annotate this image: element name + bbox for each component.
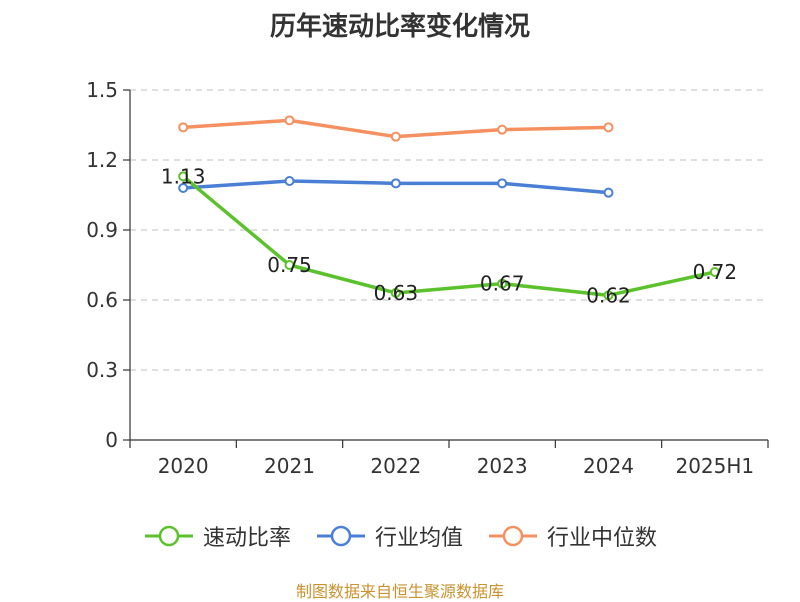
y-tick-label: 0.3 (86, 358, 118, 382)
data-label: 0.72 (693, 260, 738, 284)
data-point (178, 122, 189, 133)
data-point (497, 278, 508, 289)
y-tick-label: 1.2 (86, 148, 118, 172)
data-point (390, 178, 401, 189)
data-point (284, 115, 295, 126)
legend: 速动比率 行业均值 行业中位数 (0, 520, 800, 552)
y-tick-label: 1.5 (86, 78, 118, 102)
x-tick-label: 2022 (370, 454, 421, 478)
data-point (709, 267, 720, 277)
legend-marker-icon (489, 525, 537, 547)
data-label: 1.13 (161, 164, 206, 188)
legend-item[interactable]: 速动比率 (143, 520, 291, 552)
x-tick-label: 2023 (477, 454, 528, 478)
x-tick-label: 2021 (264, 454, 315, 478)
x-tick-label: 2025H1 (675, 454, 754, 478)
data-point (603, 122, 614, 133)
data-point (390, 288, 401, 298)
legend-item[interactable]: 行业中位数 (487, 520, 657, 552)
data-label: 0.62 (586, 283, 631, 307)
data-point (603, 290, 614, 301)
series-line (182, 174, 716, 298)
chart-title: 历年速动比率变化情况 (269, 12, 530, 42)
legend-item[interactable]: 行业均值 (315, 520, 463, 552)
data-label: 0.75 (267, 253, 312, 277)
y-tick-label: 0.9 (86, 218, 118, 242)
y-tick-label: 0 (105, 428, 118, 452)
data-label: 0.63 (374, 281, 419, 305)
legend-marker-icon (316, 525, 365, 547)
legend-label: 行业均值 (374, 526, 463, 551)
legend-label: 行业中位数 (547, 526, 658, 551)
data-point (603, 187, 614, 198)
data-label: 0.67 (480, 272, 525, 296)
legend-label: 速动比率 (202, 526, 291, 551)
data-point (284, 260, 295, 270)
x-tick-label: 2024 (583, 454, 634, 478)
legend-marker-icon (144, 525, 193, 547)
data-point (284, 176, 295, 186)
source-note: 制图数据来自恒生聚源数据库 (295, 582, 504, 601)
x-tick-label: 2020 (158, 454, 209, 478)
data-point (178, 183, 189, 193)
data-point (178, 171, 189, 182)
data-point (497, 124, 508, 135)
data-point (497, 178, 508, 189)
data-point (390, 131, 401, 142)
y-tick-label: 0.6 (86, 288, 118, 312)
